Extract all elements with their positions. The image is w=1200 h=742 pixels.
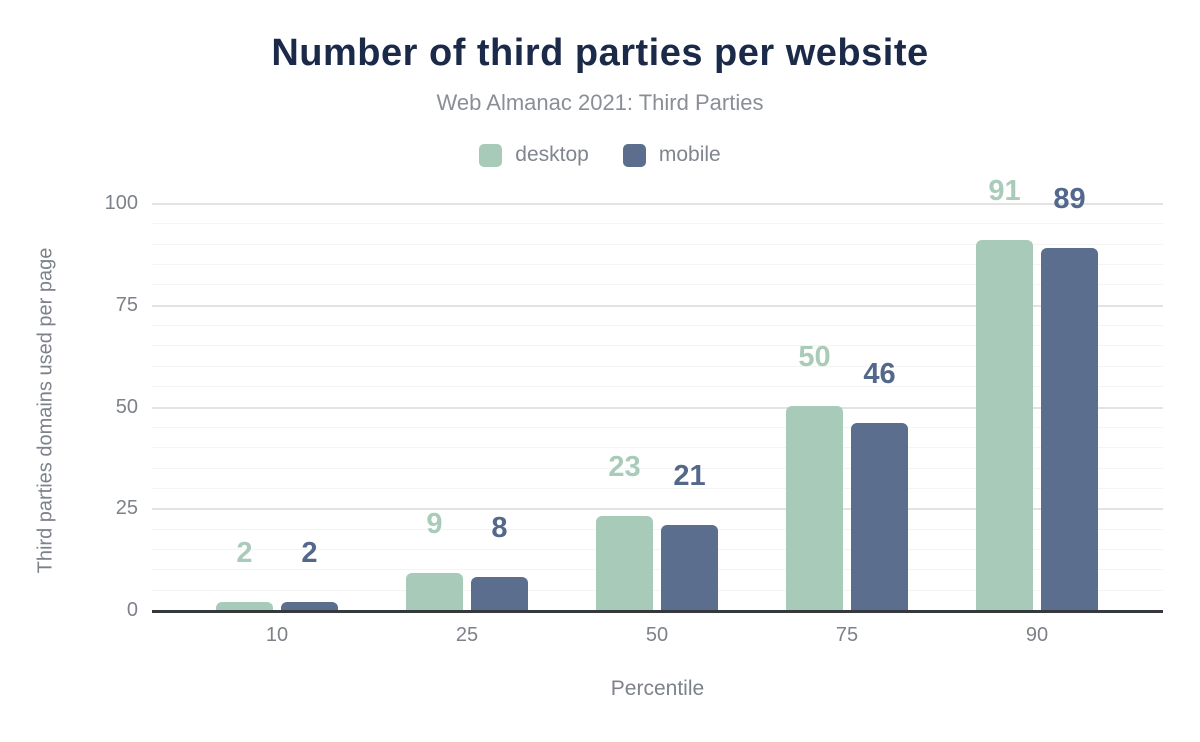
legend: desktop mobile	[0, 143, 1200, 167]
legend-label-desktop: desktop	[515, 143, 589, 166]
bar-value-label-desktop-75: 50	[798, 341, 831, 373]
gridline-major	[152, 508, 1163, 510]
gridline-minor	[152, 549, 1163, 550]
bar-desktop-10	[216, 602, 273, 610]
gridline-minor	[152, 345, 1163, 346]
bar-value-label-mobile-50: 21	[673, 460, 706, 492]
x-axis-title: Percentile	[610, 677, 705, 700]
plot-area: 2 2 9 8 23 21 50 46 91 89	[152, 175, 1163, 613]
gridline-minor	[152, 488, 1163, 489]
bar-mobile-50	[661, 525, 718, 610]
bar-mobile-90	[1041, 248, 1098, 610]
bar-desktop-25	[406, 573, 463, 610]
legend-item-desktop: desktop	[479, 143, 589, 167]
bar-value-label-mobile-10: 2	[301, 537, 318, 569]
bar-value-label-mobile-90: 89	[1053, 183, 1086, 215]
bar-desktop-90	[976, 240, 1033, 610]
chart-subtitle: Web Almanac 2021: Third Parties	[436, 90, 764, 115]
bar-mobile-75	[851, 423, 908, 610]
gridline-major	[152, 203, 1163, 205]
bar-value-label-desktop-25: 9	[426, 508, 443, 540]
gridline-minor	[152, 244, 1163, 245]
gridline-major	[152, 305, 1163, 307]
y-tick-label-25: 25	[115, 497, 138, 519]
gridline-major	[152, 407, 1163, 409]
gridline-minor	[152, 590, 1163, 591]
bar-value-label-desktop-90: 91	[988, 175, 1021, 207]
bar-value-label-mobile-75: 46	[863, 358, 896, 390]
gridline-minor	[152, 468, 1163, 469]
gridline-minor	[152, 223, 1163, 224]
gridline-minor	[152, 264, 1163, 265]
gridline-minor	[152, 366, 1163, 367]
bar-desktop-50	[596, 516, 653, 610]
bar-mobile-25	[471, 577, 528, 610]
x-tick-label-25: 25	[455, 624, 479, 646]
gridline-minor	[152, 427, 1163, 428]
bar-value-label-desktop-10: 2	[236, 537, 253, 569]
y-tick-label-50: 50	[115, 396, 138, 418]
bar-mobile-10	[281, 602, 338, 610]
legend-swatch-desktop	[479, 143, 503, 167]
y-tick-label-100: 100	[104, 192, 138, 214]
x-tick-label-90: 90	[1025, 624, 1049, 646]
bar-value-label-desktop-50: 23	[608, 451, 641, 483]
chart-title: Number of third parties per website	[271, 32, 929, 74]
x-tick-label-10: 10	[265, 624, 289, 646]
y-tick-label-0: 0	[126, 599, 138, 621]
bar-desktop-75	[786, 406, 843, 610]
x-tick-label-50: 50	[645, 624, 669, 646]
gridline-minor	[152, 386, 1163, 387]
x-tick-label-75: 75	[835, 624, 859, 646]
gridline-minor	[152, 325, 1163, 326]
gridline-minor	[152, 447, 1163, 448]
y-tick-label-75: 75	[115, 294, 138, 316]
legend-label-mobile: mobile	[658, 143, 721, 166]
gridline-minor	[152, 284, 1163, 285]
legend-item-mobile: mobile	[622, 143, 721, 167]
legend-swatch-mobile	[622, 143, 646, 167]
gridline-minor	[152, 529, 1163, 530]
gridline-minor	[152, 569, 1163, 570]
bar-value-label-mobile-25: 8	[491, 512, 508, 544]
